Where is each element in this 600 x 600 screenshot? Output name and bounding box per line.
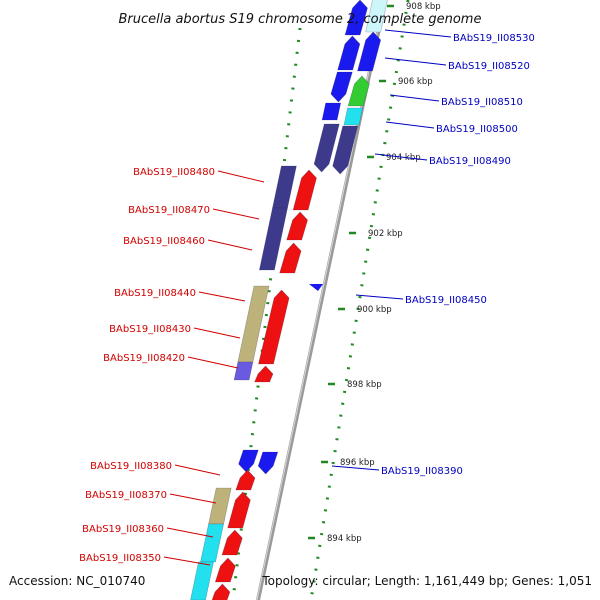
gene-feature (365, 0, 388, 33)
gene-feature (347, 75, 370, 107)
gene-feature (330, 71, 353, 103)
gene-leader-line (385, 121, 435, 129)
gene-label-right: BAbS19_II08390 (381, 466, 463, 477)
gene-feature (313, 123, 340, 173)
gene-feature (257, 451, 279, 475)
gene-label-left: BAbS19_II08350 (79, 553, 161, 564)
gene-label-left: BAbS19_II08360 (82, 524, 164, 535)
gene-feature (357, 31, 382, 72)
gene-leader-line (169, 493, 217, 504)
gene-leader-line (212, 208, 260, 220)
gene-feature (233, 361, 254, 381)
gene-feature (344, 0, 368, 36)
gene-label-left: BAbS19_II08470 (128, 205, 210, 216)
gene-label-right: BAbS19_II08510 (441, 97, 523, 108)
gene-feature (227, 491, 251, 529)
gene-label-left: BAbS19_II08430 (109, 324, 191, 335)
gene-leader-line (355, 294, 404, 300)
gene-label-left: BAbS19_II08440 (114, 288, 196, 299)
gene-feature (337, 35, 361, 71)
gene-leader-line (163, 556, 211, 566)
gene-feature (332, 125, 359, 175)
gene-label-right: BAbS19_II08530 (453, 33, 535, 44)
ruler-tick-label: 902 kbp (368, 229, 403, 239)
gene-feature (200, 523, 224, 563)
gene-feature (343, 107, 363, 126)
gene-label-left: BAbS19_II08480 (133, 167, 215, 178)
gene-label-right: BAbS19_II08450 (405, 295, 487, 306)
gene-feature (190, 561, 214, 600)
gene-feature (321, 102, 342, 121)
ruler-tick-label: 900 kbp (357, 305, 392, 315)
gene-feature (214, 557, 236, 583)
gene-feature (258, 289, 290, 365)
gene-label-left: BAbS19_II08420 (103, 353, 185, 364)
gene-feature (238, 449, 259, 473)
gene-feature (221, 529, 243, 556)
ruler-tick-label: 898 kbp (347, 380, 382, 390)
gene-leader-line (198, 291, 246, 302)
gene-feature (272, 165, 297, 209)
gene-leader-line (331, 465, 380, 471)
gene-feature (259, 207, 288, 271)
map-title: Brucella abortus S19 chromosome 2, compl… (119, 12, 482, 27)
gene-leader-line (166, 527, 214, 538)
gene-leader-line (217, 170, 265, 183)
ruler-tick-label: 906 kbp (398, 77, 433, 87)
ruler-tick-label: 908 kbp (406, 2, 441, 12)
gene-label-right: BAbS19_II08500 (436, 124, 518, 135)
gene-feature (235, 469, 256, 491)
gene-leader-line (193, 327, 241, 339)
ruler-tick-label: 904 kbp (386, 153, 421, 163)
gene-leader-line (374, 153, 428, 161)
gene-label-left: BAbS19_II08370 (85, 490, 167, 501)
gene-label-right: BAbS19_II08490 (429, 156, 511, 167)
gene-feature (208, 487, 232, 525)
gene-leader-line (384, 29, 452, 38)
gene-leader-line (187, 356, 239, 369)
ruler-tick-label: 894 kbp (327, 534, 362, 544)
gene-leader-line (384, 57, 447, 66)
gene-feature (286, 211, 308, 241)
gene-feature (279, 242, 302, 274)
gene-leader-line (389, 94, 440, 102)
gene-label-left: BAbS19_II08460 (123, 236, 205, 247)
gene-feature (211, 583, 231, 600)
gene-label-right: BAbS19_II08520 (448, 61, 530, 72)
accession-text: Accession: NC_010740 (9, 574, 146, 588)
gene-marker (309, 284, 323, 291)
gene-label-left: BAbS19_II08380 (90, 461, 172, 472)
topology-text: Topology: circular; Length: 1,161,449 bp… (262, 574, 592, 588)
gene-feature (292, 169, 317, 211)
gene-leader-line (207, 239, 253, 251)
gene-leader-line (174, 464, 221, 476)
gene-feature (254, 365, 274, 383)
ruler-tick-label: 896 kbp (340, 458, 375, 468)
